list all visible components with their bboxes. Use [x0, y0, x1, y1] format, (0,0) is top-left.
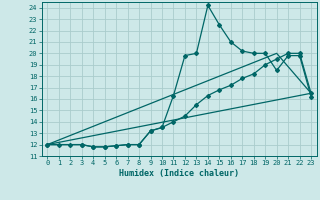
X-axis label: Humidex (Indice chaleur): Humidex (Indice chaleur) — [119, 169, 239, 178]
